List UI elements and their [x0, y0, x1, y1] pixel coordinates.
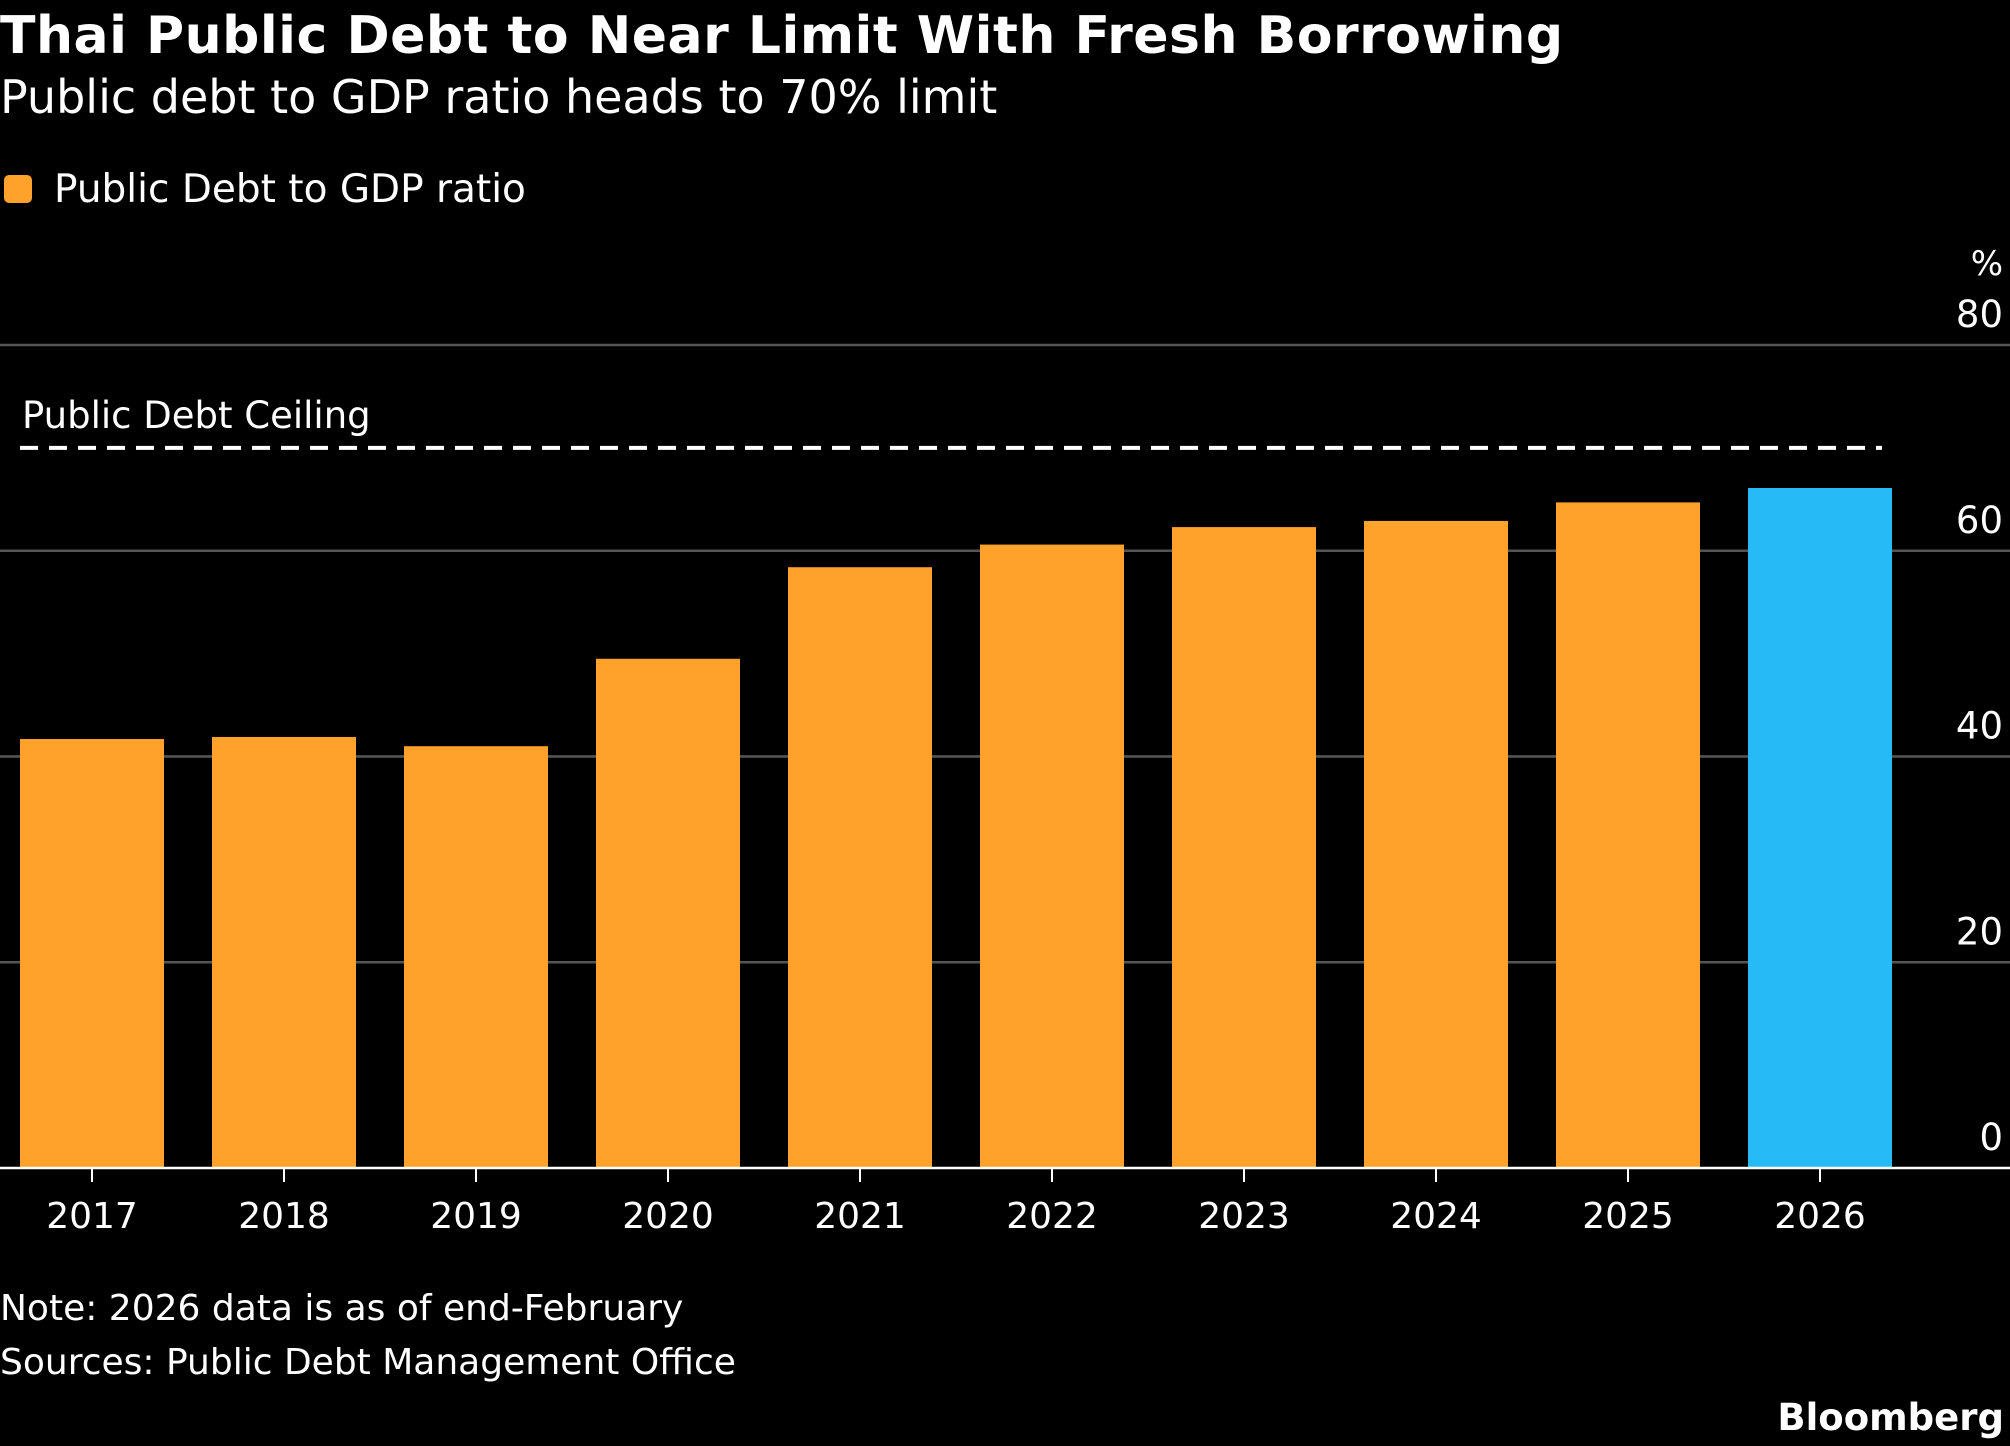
chart-note: Note: 2026 data is as of end-February — [0, 1288, 684, 1329]
x-tick-label: 2020 — [622, 1196, 714, 1237]
y-tick-label: 20 — [1956, 910, 2003, 953]
y-tick-label: 40 — [1956, 705, 2003, 748]
y-tick-label: 0 — [1979, 1116, 2003, 1159]
legend: Public Debt to GDP ratio — [0, 166, 526, 212]
legend-swatch — [4, 175, 32, 203]
y-unit-label: % — [1971, 244, 2003, 284]
x-tick-label: 2023 — [1198, 1196, 1290, 1237]
chart-subtitle: Public debt to GDP ratio heads to 70% li… — [0, 70, 998, 124]
x-tick-label: 2024 — [1390, 1196, 1482, 1237]
bar-2020 — [596, 658, 740, 1168]
x-tick-label: 2025 — [1582, 1196, 1674, 1237]
bar-chart: 0 20 40 60 80% 2017 2018 2019 2020 2021 2022 2023 20… — [0, 244, 2010, 1237]
x-tick-label: 2018 — [238, 1196, 330, 1237]
chart-title: Thai Public Debt to Near Limit With Fres… — [0, 6, 1564, 66]
legend-label: Public Debt to GDP ratio — [54, 166, 526, 212]
bar-2026 — [1748, 487, 1892, 1169]
x-tick-label: 2026 — [1774, 1196, 1866, 1237]
bar-2024 — [1364, 520, 1508, 1168]
y-tick-label: 60 — [1956, 499, 2003, 542]
bar-2021 — [788, 567, 932, 1168]
bar-2023 — [1172, 527, 1316, 1168]
bar-2017 — [20, 739, 164, 1168]
bar-2025 — [1556, 502, 1700, 1168]
x-tick-label: 2019 — [430, 1196, 522, 1237]
bar-2018 — [212, 736, 356, 1168]
x-tick-label: 2017 — [46, 1196, 138, 1237]
bar-2022 — [980, 544, 1124, 1168]
brand-logo-text: Bloomberg — [1777, 1396, 2004, 1439]
bar-2019 — [404, 746, 548, 1168]
chart-sources: Sources: Public Debt Management Office — [0, 1342, 736, 1383]
debt-ceiling-label: Public Debt Ceiling — [22, 394, 371, 437]
y-tick-label: 80 — [1956, 293, 2003, 336]
x-tick-label: 2022 — [1006, 1196, 1098, 1237]
x-tick-label: 2021 — [814, 1196, 906, 1237]
